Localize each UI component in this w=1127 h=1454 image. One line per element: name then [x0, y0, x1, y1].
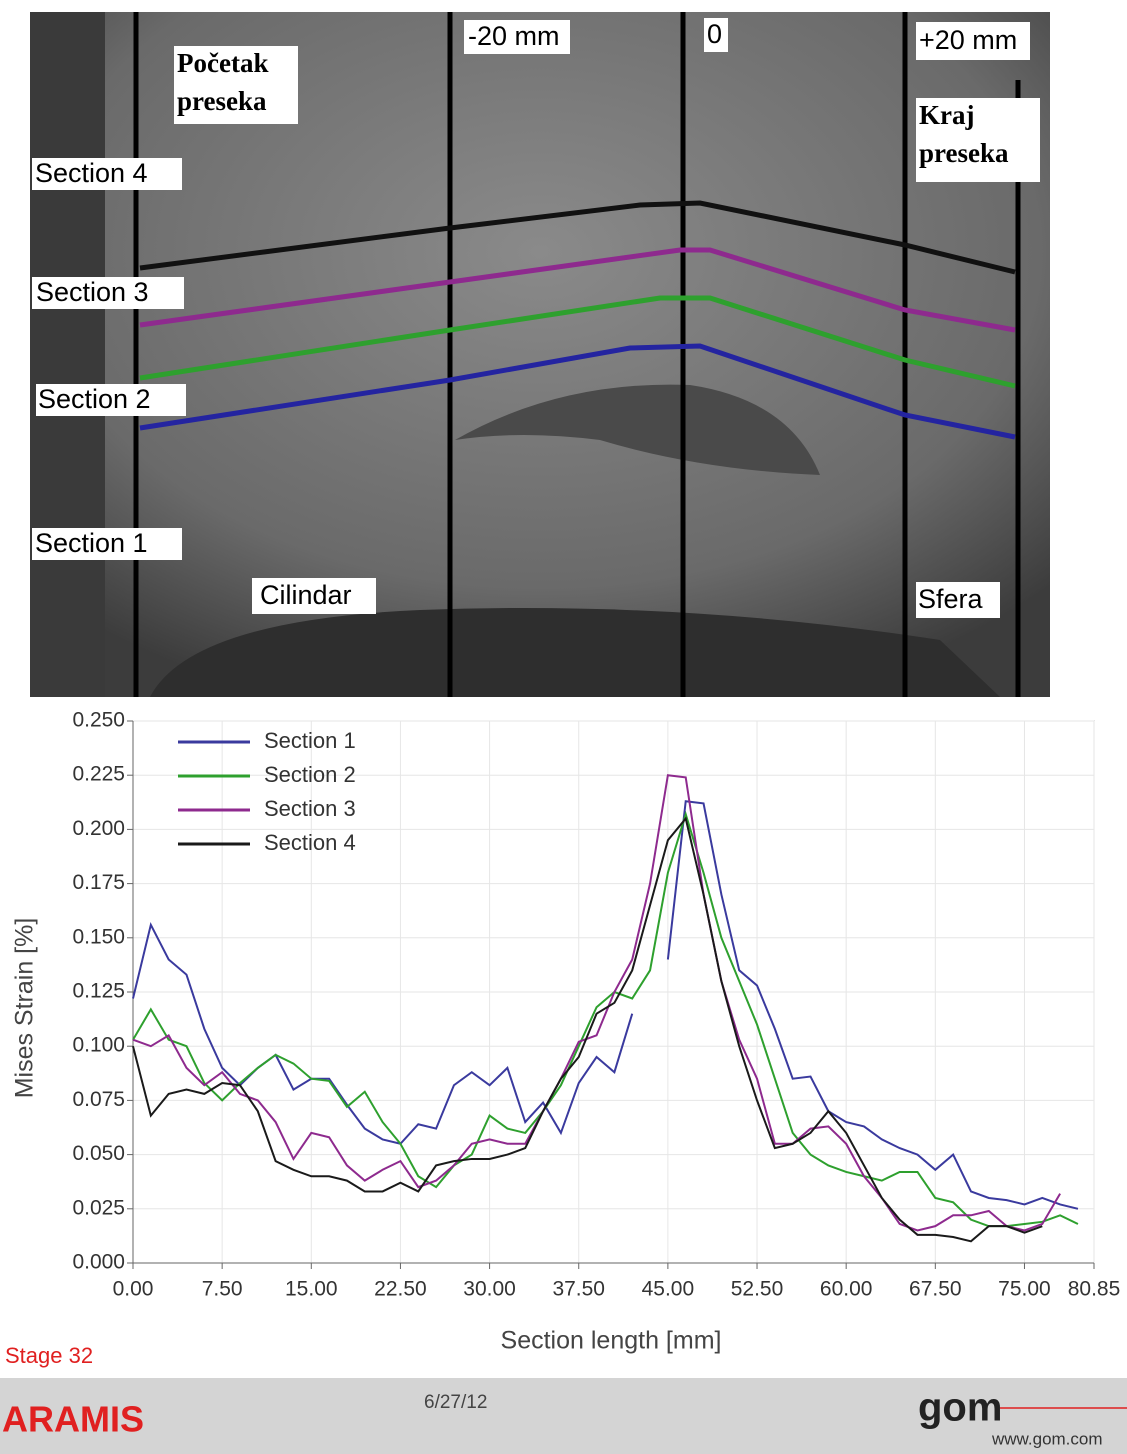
y-tick-label: 0.050 — [72, 1142, 125, 1165]
marker-label: +20 mm — [919, 25, 1017, 55]
stage: Stage 32 — [5, 1343, 93, 1368]
product: ARAMIS — [2, 1399, 144, 1440]
x-tick-label: 52.50 — [731, 1278, 784, 1301]
date: 6/27/12 — [424, 1392, 487, 1413]
x-tick-label: 30.00 — [463, 1278, 516, 1301]
series-line — [132, 816, 1043, 1243]
legend-label: Section 3 — [264, 796, 356, 821]
x-tick-label: 67.50 — [909, 1278, 962, 1301]
y-tick-label: 0.125 — [72, 980, 125, 1003]
y-tick-label: 0.250 — [72, 709, 125, 732]
url: www.gom.com — [991, 1429, 1103, 1448]
x-tick-label: 22.50 — [374, 1278, 427, 1301]
label-box — [916, 582, 1000, 618]
curve — [139, 295, 1016, 389]
curve — [139, 247, 1016, 333]
chart: Section length [mm] Mises Strain [%] 0.0… — [11, 709, 1121, 1355]
curve — [139, 200, 1016, 275]
section-curves — [139, 200, 1016, 440]
y-tick-label: 0.150 — [72, 925, 125, 948]
footer: Stage 32 ARAMIS 6/27/12 gom www.gom.com — [0, 1343, 1127, 1454]
x-tick-label: 45.00 — [642, 1278, 695, 1301]
series-line — [132, 800, 1079, 1210]
y-tick-label: 0.225 — [72, 763, 125, 786]
section-label: Section 2 — [38, 384, 151, 414]
region-label: Cilindar — [260, 580, 352, 610]
x-tick-label: 0.00 — [113, 1278, 154, 1301]
y-tick-label: 0.175 — [72, 871, 125, 894]
legend-label: Section 2 — [264, 762, 356, 787]
footer-band — [0, 1378, 1127, 1454]
region-label: Sfera — [918, 584, 984, 614]
end-label: Kraj — [919, 100, 974, 130]
start-label: preseka — [177, 86, 267, 116]
start-label: Početak — [177, 48, 268, 78]
label-box — [32, 528, 182, 560]
curve — [139, 343, 1016, 440]
x-tick-label: 15.00 — [285, 1278, 338, 1301]
x-axis-label: Section length [mm] — [501, 1327, 722, 1355]
series-line — [132, 810, 1079, 1228]
y-tick-label: 0.100 — [72, 1034, 125, 1057]
legend-label: Section 1 — [264, 728, 356, 753]
marker-label: 0 — [707, 19, 722, 49]
y-tick-label: 0.075 — [72, 1088, 125, 1111]
logo: gom — [918, 1386, 1002, 1430]
y-tick-label: 0.000 — [72, 1251, 125, 1274]
section-label: Section 1 — [35, 528, 148, 558]
x-tick-label: 80.85 — [1068, 1278, 1121, 1301]
x-tick-label: 7.50 — [202, 1278, 243, 1301]
weld-zone — [455, 384, 820, 475]
x-tick-label: 37.50 — [552, 1278, 605, 1301]
x-tick-label: 75.00 — [998, 1278, 1051, 1301]
y-tick-label: 0.025 — [72, 1196, 125, 1219]
end-label: preseka — [919, 138, 1009, 168]
section-label: Section 4 — [35, 158, 148, 188]
y-tick-label: 0.200 — [72, 817, 125, 840]
label-boxes — [32, 18, 1040, 618]
photo-edge — [30, 12, 105, 697]
legend-label: Section 4 — [264, 830, 356, 855]
x-tick-label: 60.00 — [820, 1278, 873, 1301]
label-box — [252, 578, 376, 614]
label-box — [916, 22, 1030, 60]
section-label: Section 3 — [36, 277, 149, 307]
label-box — [704, 18, 728, 52]
label-box — [32, 277, 184, 309]
marker-label: -20 mm — [468, 21, 560, 51]
series-line — [132, 774, 1061, 1232]
label-box — [916, 98, 1040, 182]
photo: -20 mm 0 +20 mm Početak preseka Kraj pre… — [30, 12, 1050, 697]
label-box — [32, 158, 182, 190]
label-box — [174, 46, 298, 124]
label-box — [36, 384, 186, 416]
dark-region — [150, 608, 1000, 697]
y-axis-label: Mises Strain [%] — [11, 918, 39, 1099]
section-lines — [133, 12, 1021, 697]
label-box — [464, 20, 570, 54]
